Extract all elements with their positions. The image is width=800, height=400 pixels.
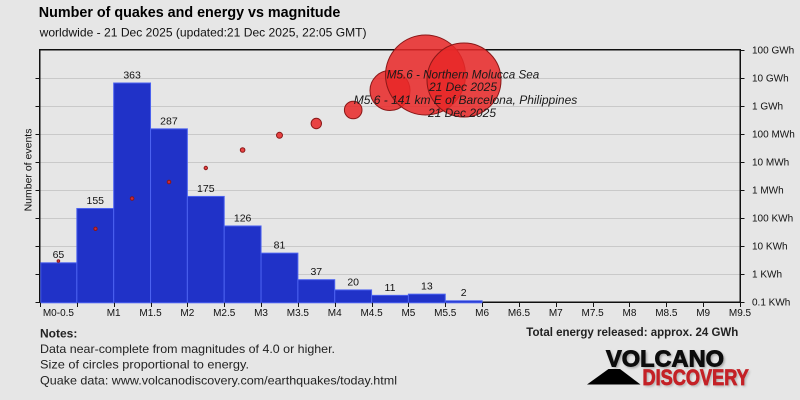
svg-text:10 GWh: 10 GWh <box>752 74 789 85</box>
svg-text:100 KWh: 100 KWh <box>752 214 793 225</box>
svg-text:11: 11 <box>385 282 396 294</box>
svg-text:M8.5: M8.5 <box>655 308 678 319</box>
svg-text:DISCOVERY: DISCOVERY <box>644 367 751 392</box>
svg-text:1 KWh: 1 KWh <box>752 270 782 281</box>
svg-text:81: 81 <box>274 240 286 252</box>
svg-text:M7.5: M7.5 <box>582 308 605 319</box>
svg-text:VOLCANO: VOLCANO <box>608 347 726 373</box>
svg-text:155: 155 <box>86 195 104 207</box>
svg-text:20: 20 <box>347 276 359 288</box>
svg-text:M9.5: M9.5 <box>729 308 752 319</box>
svg-text:Quake data: www.volcanodiscove: Quake data: www.volcanodiscovery.com/ear… <box>40 373 397 387</box>
svg-text:M8: M8 <box>623 308 637 319</box>
svg-text:M5.6 - Northern Molucca Sea: M5.6 - Northern Molucca Sea <box>387 68 540 82</box>
svg-text:M7: M7 <box>549 308 563 319</box>
svg-text:M0-0.5: M0-0.5 <box>43 308 75 319</box>
svg-text:DISCOVERY: DISCOVERY <box>643 365 750 390</box>
svg-text:13: 13 <box>421 281 433 293</box>
svg-text:100 GWh: 100 GWh <box>752 46 794 57</box>
svg-text:65: 65 <box>53 249 65 261</box>
svg-text:M2: M2 <box>180 308 194 319</box>
svg-text:Number of quakes and energy vs: Number of quakes and energy vs magnitude <box>39 5 341 21</box>
svg-text:Total energy released: approx.: Total energy released: approx. 24 GWh <box>526 325 738 339</box>
svg-text:M5.6 - 141 km E of Barcelona,: M5.6 - 141 km E of Barcelona, Philippine… <box>354 93 578 107</box>
svg-text:M4.5: M4.5 <box>360 308 383 319</box>
svg-text:100 MWh: 100 MWh <box>752 130 795 141</box>
svg-text:M6: M6 <box>475 308 489 319</box>
svg-text:M5: M5 <box>401 308 415 319</box>
svg-text:287: 287 <box>160 115 178 127</box>
svg-text:worldwide - 21 Dec 2025 (updat: worldwide - 21 Dec 2025 (updated:21 Dec … <box>39 25 367 39</box>
svg-text:126: 126 <box>234 212 252 224</box>
svg-text:1 MWh: 1 MWh <box>752 186 784 197</box>
svg-text:21 Dec 2025: 21 Dec 2025 <box>427 106 496 120</box>
svg-text:363: 363 <box>123 69 141 81</box>
svg-text:175: 175 <box>197 183 215 195</box>
svg-text:M1.5: M1.5 <box>139 308 162 319</box>
svg-text:10 KWh: 10 KWh <box>752 242 788 253</box>
svg-text:10 MWh: 10 MWh <box>752 158 789 169</box>
svg-text:37: 37 <box>310 266 322 278</box>
svg-text:M3.5: M3.5 <box>287 308 310 319</box>
svg-text:Number of events: Number of events <box>22 129 34 212</box>
svg-text:M1: M1 <box>107 308 121 319</box>
svg-text:Size of circles proportional t: Size of circles proportional to energy. <box>40 358 249 372</box>
svg-text:M5.5: M5.5 <box>434 308 457 319</box>
svg-text:M3: M3 <box>254 308 268 319</box>
svg-text:21 Dec 2025: 21 Dec 2025 <box>428 80 497 94</box>
svg-text:2: 2 <box>461 287 467 299</box>
svg-text:1 GWh: 1 GWh <box>752 102 783 113</box>
svg-text:M4: M4 <box>328 308 342 319</box>
svg-text:M2.5: M2.5 <box>213 308 236 319</box>
svg-text:VOLCANO: VOLCANO <box>606 346 724 372</box>
svg-text:0.1 KWh: 0.1 KWh <box>752 298 790 309</box>
svg-text:M6.5: M6.5 <box>508 308 531 319</box>
svg-text:Notes:: Notes: <box>40 327 77 341</box>
svg-text:Data near-complete from magnit: Data near-complete from magnitudes of 4.… <box>40 342 335 356</box>
svg-text:M9: M9 <box>696 308 710 319</box>
